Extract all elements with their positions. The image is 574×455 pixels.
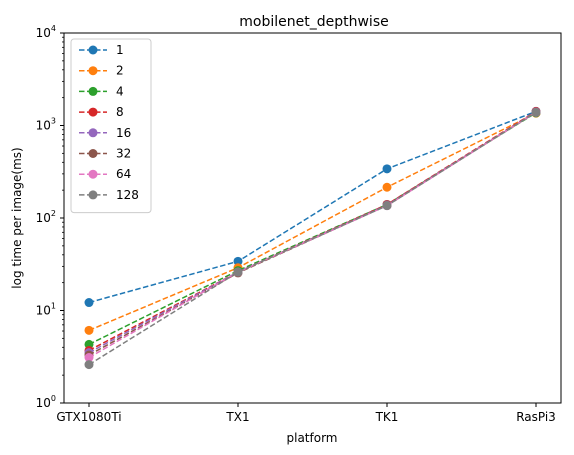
legend-marker <box>88 86 98 96</box>
chart-title: mobilenet_depthwise <box>239 14 388 30</box>
legend-marker <box>88 149 98 158</box>
legend-entry: 16 <box>79 126 131 140</box>
data-point <box>84 298 94 308</box>
legend-label: 1 <box>116 43 124 57</box>
legend-entry: 1 <box>79 43 124 57</box>
legend-marker <box>88 169 98 179</box>
data-point <box>382 164 392 174</box>
legend-entry: 64 <box>79 167 131 181</box>
series-line <box>88 112 537 346</box>
legend-label: 2 <box>116 64 124 78</box>
y-tick-label: 100 <box>36 394 56 410</box>
legend-label: 8 <box>116 105 124 119</box>
x-tick-label: RasPi3 <box>516 410 556 424</box>
legend-label: 128 <box>116 188 139 202</box>
y-tick-label: 102 <box>36 209 56 225</box>
series-line <box>88 111 537 354</box>
x-axis-label: platform <box>287 431 338 445</box>
data-point <box>84 325 94 335</box>
legend-label: 16 <box>116 126 131 140</box>
data-point <box>84 353 94 363</box>
y-tick-label: 101 <box>36 302 56 318</box>
data-point <box>233 267 243 277</box>
data-point <box>84 360 94 370</box>
legend-marker <box>88 190 98 200</box>
legend-marker <box>88 107 98 117</box>
data-point <box>531 107 541 117</box>
legend-entry: 4 <box>79 84 124 98</box>
series-64 <box>84 107 541 363</box>
series-1 <box>84 106 541 308</box>
legend-marker <box>88 45 98 55</box>
x-axis: GTX1080Ti TX1 TK1 RasPi3 <box>56 403 556 424</box>
legend: 1 2 4 8 16 32 64 128 <box>70 38 152 214</box>
x-tick-label: TX1 <box>225 410 249 424</box>
series-line <box>88 111 537 359</box>
data-point <box>233 256 243 266</box>
legend-label: 32 <box>116 147 131 161</box>
legend-label: 64 <box>116 167 131 181</box>
series-line <box>88 110 537 304</box>
y-tick-label: 103 <box>36 117 56 133</box>
legend-marker <box>88 66 98 76</box>
series-line <box>88 111 537 366</box>
data-point <box>382 201 392 211</box>
y-axis-label: log time per image(ms) <box>10 147 24 288</box>
y-axis: 100 101 102 103 104 <box>36 24 64 410</box>
legend-entry: 2 <box>79 64 124 78</box>
series-line <box>88 111 537 356</box>
series-2 <box>84 108 541 335</box>
x-tick-label: TK1 <box>375 410 399 424</box>
legend-marker <box>88 128 98 138</box>
legend-frame <box>70 38 152 214</box>
series-line <box>88 112 537 332</box>
legend-entry: 128 <box>79 188 139 202</box>
data-point <box>382 182 392 192</box>
legend-label: 4 <box>116 84 124 98</box>
series-line <box>88 110 537 352</box>
series-layer <box>84 106 541 370</box>
legend-entry: 8 <box>79 105 124 119</box>
series-128 <box>84 107 541 370</box>
y-tick-label: 104 <box>36 24 56 40</box>
legend-entry: 32 <box>79 147 131 161</box>
x-tick-label: GTX1080Ti <box>56 410 121 424</box>
